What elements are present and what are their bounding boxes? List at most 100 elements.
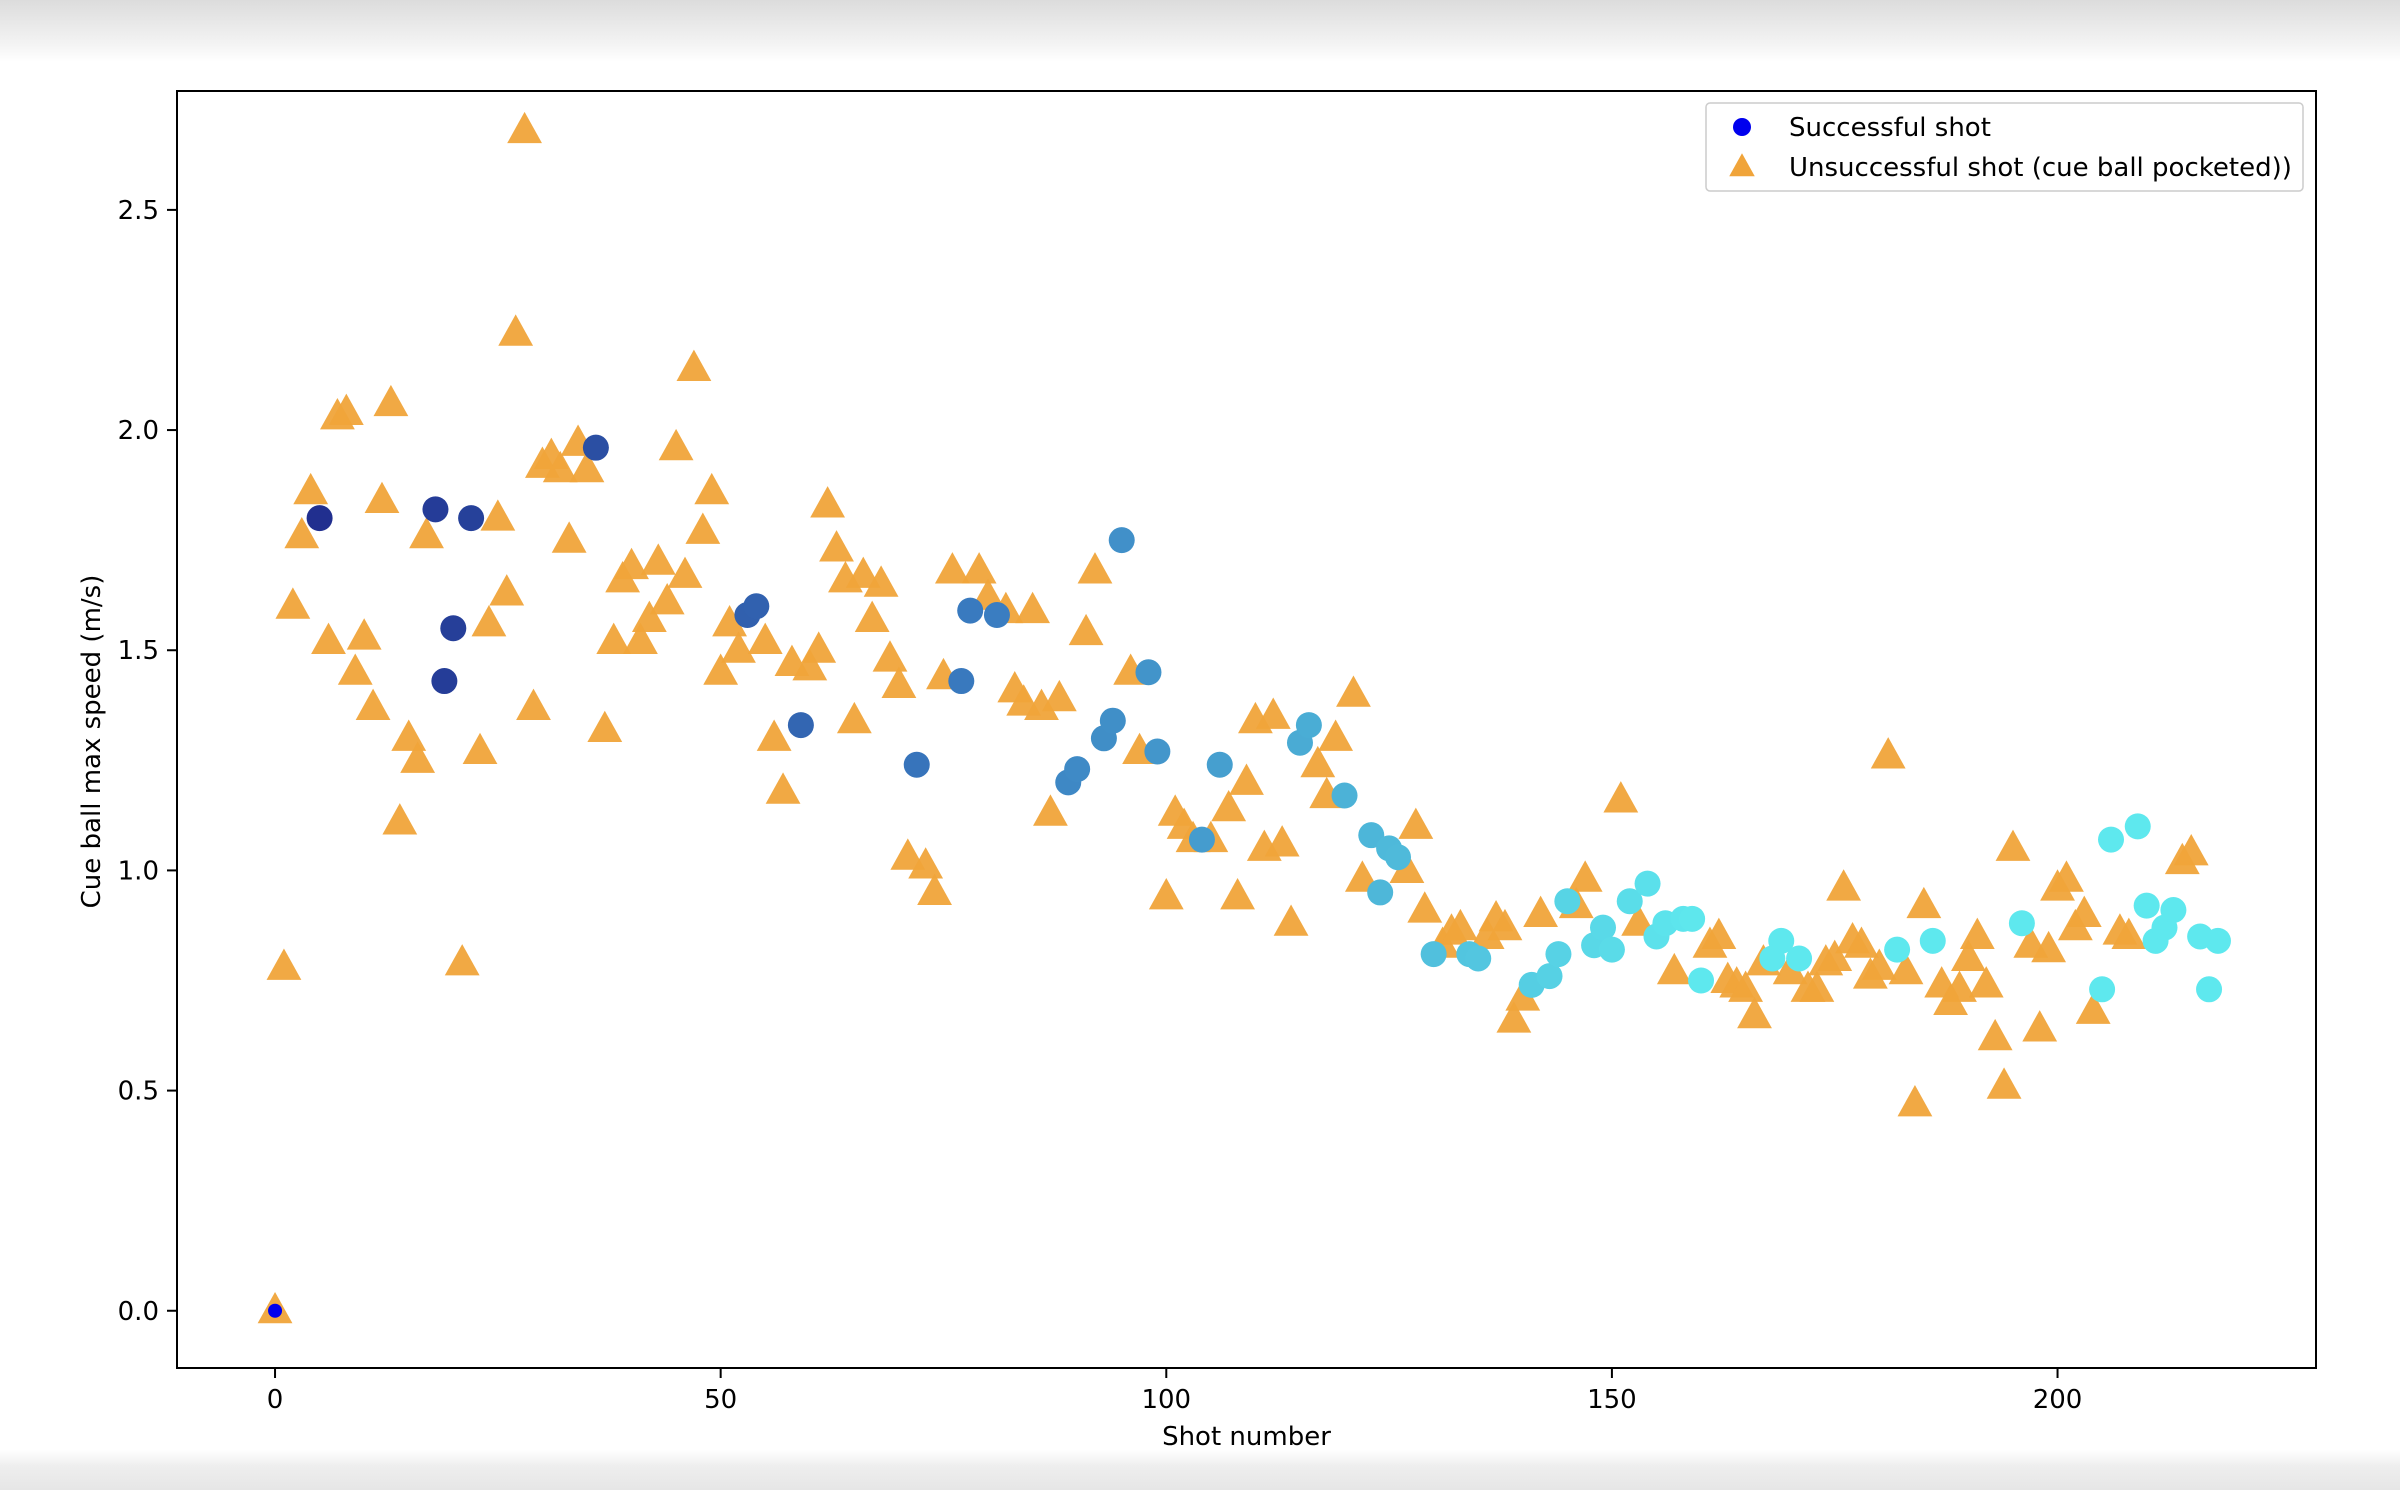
legend-box bbox=[1705, 102, 2304, 192]
successful-shot-point bbox=[1679, 905, 1706, 932]
unsuccessful-shot-point bbox=[1300, 745, 1336, 778]
unsuccessful-shot-point bbox=[1015, 591, 1050, 624]
unsuccessful-shot-point bbox=[917, 873, 952, 905]
unsuccessful-shot-point bbox=[1336, 675, 1371, 707]
successful-shot-point bbox=[1108, 527, 1135, 554]
successful-shot-point bbox=[1465, 945, 1492, 972]
successful-shot-point bbox=[2008, 910, 2035, 937]
unsuccessful-shot-point bbox=[908, 847, 944, 879]
unsuccessful-shot-point bbox=[863, 565, 899, 597]
unsuccessful-shot-point bbox=[569, 450, 605, 483]
successful-shot-point bbox=[1135, 659, 1162, 686]
unsuccessful-shot-point bbox=[2066, 895, 2102, 927]
unsuccessful-shot-point bbox=[346, 618, 382, 650]
unsuccessful-shot-point bbox=[1701, 917, 1737, 950]
y-tick-label: 0.5 bbox=[118, 1077, 159, 1107]
unsuccessful-shot-point bbox=[275, 587, 311, 619]
unsuccessful-shot-point bbox=[1977, 1018, 2013, 1051]
successful-shot-point bbox=[2160, 897, 2187, 924]
unsuccessful-shot-point bbox=[2075, 992, 2111, 1024]
plot-area-frame bbox=[176, 90, 2317, 1369]
x-axis: 0 50 100 150 200 bbox=[267, 1368, 2082, 1415]
unsuccessful-shot-point bbox=[382, 803, 418, 835]
unsuccessful-shot-point bbox=[2031, 930, 2067, 963]
chart-marks bbox=[257, 111, 2231, 1324]
unsuccessful-shot-point bbox=[1817, 939, 1853, 972]
unsuccessful-shot-point bbox=[471, 605, 507, 637]
successful-shot-point bbox=[1786, 945, 1813, 972]
y-tick-label: 2.5 bbox=[118, 196, 159, 226]
unsuccessful-shot-point bbox=[364, 481, 400, 514]
legend-label-successful: Successful shot bbox=[1789, 113, 1991, 143]
unsuccessful-shot-point bbox=[1906, 886, 1942, 919]
unsuccessful-shot-point bbox=[1443, 908, 1478, 941]
unsuccessful-shot-point bbox=[1737, 996, 1772, 1029]
successful-shot-point bbox=[1188, 826, 1215, 853]
unsuccessful-shot-point bbox=[1398, 807, 1434, 839]
successful-shot-point bbox=[2098, 826, 2125, 853]
unsuccessful-shot-point bbox=[1041, 679, 1077, 712]
unsuccessful-shot-point bbox=[1389, 851, 1425, 883]
unsuccessful-shot-point bbox=[311, 622, 346, 654]
unsuccessful-shot-point bbox=[293, 472, 329, 505]
successful-shot-point bbox=[2196, 976, 2223, 1003]
successful-shot-point bbox=[431, 668, 458, 695]
successful-shot-point bbox=[1634, 870, 1661, 897]
unsuccessful-shot-point bbox=[337, 653, 373, 685]
y-tick-label: 1.0 bbox=[118, 856, 159, 886]
unsuccessful-shot-point bbox=[845, 556, 881, 588]
unsuccessful-shot-point bbox=[1220, 878, 1255, 910]
unsuccessful-shot-point bbox=[1024, 688, 1059, 721]
legend: Successful shot Unsuccessful shot (cue b… bbox=[1705, 102, 2304, 192]
unsuccessful-shot-point bbox=[266, 948, 302, 980]
successful-shot-point bbox=[983, 602, 1010, 629]
successful-shot-point bbox=[2124, 813, 2151, 840]
unsuccessful-shot-point bbox=[676, 349, 712, 381]
unsuccessful-shot-point bbox=[703, 653, 739, 685]
unsuccessful-shot-point bbox=[934, 552, 970, 584]
unsuccessful-shot-point bbox=[1897, 1084, 1933, 1117]
unsuccessful-shot-point bbox=[1799, 970, 1835, 1002]
unsuccessful-shot-point bbox=[1951, 939, 1986, 972]
successful-shot-point bbox=[1536, 963, 1563, 990]
unsuccessful-shot-point bbox=[587, 710, 623, 743]
unsuccessful-shot-point bbox=[1264, 825, 1300, 857]
unsuccessful-shot-point bbox=[881, 666, 917, 699]
successful-shot-point bbox=[1919, 927, 1946, 954]
unsuccessful-shot-point bbox=[819, 530, 854, 562]
unsuccessful-shot-point bbox=[1772, 952, 1808, 985]
y-axis: 0.0 0.5 1.0 1.5 2.0 2.5 bbox=[118, 196, 177, 1327]
unsuccessful-shot-point bbox=[2049, 860, 2084, 892]
unsuccessful-shot-point bbox=[1077, 552, 1113, 584]
unsuccessful-shot-point bbox=[498, 314, 534, 346]
successful-shot-point bbox=[1206, 751, 1233, 778]
successful-shot-point bbox=[1385, 844, 1412, 871]
unsuccessful-shot-point bbox=[685, 512, 721, 544]
unsuccessful-shot-point bbox=[2022, 1010, 2058, 1042]
unsuccessful-shot-point bbox=[1870, 737, 1906, 769]
unsuccessful-shot-point bbox=[2173, 833, 2209, 866]
unsuccessful-shot-point bbox=[1826, 869, 1862, 901]
unsuccessful-shot-point bbox=[836, 701, 872, 734]
x-tick-label: 100 bbox=[1141, 1385, 1191, 1415]
unsuccessful-shot-point bbox=[961, 552, 997, 584]
successful-shot-point bbox=[1367, 879, 1394, 906]
y-axis-label: Cue ball max speed (m/s) bbox=[77, 575, 107, 909]
unsuccessful-shot-point bbox=[1318, 719, 1354, 751]
unsuccessful-shot-point bbox=[721, 631, 756, 663]
successful-shot-point bbox=[1331, 782, 1358, 809]
y-tick-label: 0.0 bbox=[118, 1297, 159, 1327]
unsuccessful-shot-point bbox=[1942, 970, 1977, 1002]
successful-shot-point bbox=[2089, 976, 2116, 1003]
unsuccessful-shot-point bbox=[355, 688, 391, 721]
successful-shot-point bbox=[1554, 888, 1581, 915]
successful-shot-point bbox=[948, 668, 975, 695]
unsuccessful-shot-point bbox=[373, 384, 409, 417]
unsuccessful-shot-point bbox=[792, 649, 828, 681]
unsuccessful-shot-point bbox=[1861, 948, 1897, 980]
unsuccessful-shot-point bbox=[872, 640, 908, 672]
unsuccessful-shot-point bbox=[1033, 794, 1068, 826]
successful-shot-point bbox=[1099, 707, 1126, 734]
legend-marker-unsuccessful bbox=[1729, 153, 1755, 177]
